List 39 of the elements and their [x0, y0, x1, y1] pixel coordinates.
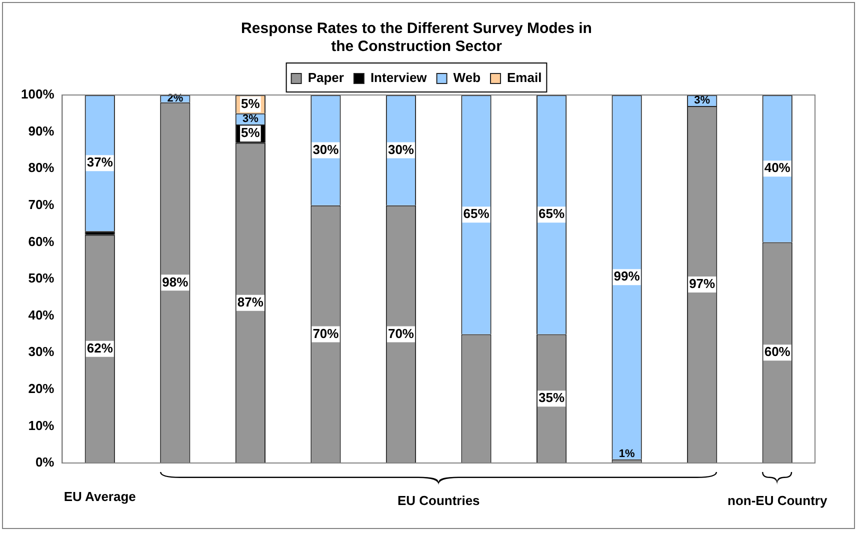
- data-label: 1%: [618, 448, 635, 460]
- text: non-EU Country: [728, 493, 828, 508]
- data-label: 60%: [764, 344, 791, 360]
- data-label: 70%: [388, 326, 414, 341]
- data-label: 65%: [538, 206, 565, 222]
- data-label: 35%: [538, 390, 565, 406]
- y-tick-label: 90%: [28, 123, 55, 138]
- data-label: 3%: [242, 112, 259, 125]
- legend-label: Web: [453, 70, 481, 86]
- y-tick-label: 40%: [28, 307, 55, 322]
- data-label: 5%: [241, 125, 260, 140]
- data-label: 62%: [86, 340, 114, 356]
- data-label: 98%: [162, 274, 189, 290]
- y-tick-label: 50%: [28, 270, 55, 286]
- data-label: 3%: [694, 94, 710, 107]
- y-tick-label: 60%: [28, 234, 55, 249]
- data-label: 87%: [237, 294, 264, 310]
- data-label: 37%: [86, 154, 114, 170]
- data-label: 30%: [388, 142, 414, 157]
- text: EU Countries: [397, 493, 480, 508]
- y-tick-label: 30%: [28, 344, 55, 360]
- data-label: 70%: [312, 326, 340, 341]
- y-tick-label: 10%: [28, 418, 55, 433]
- data-label: 5%: [241, 96, 260, 111]
- data-label: 99%: [614, 268, 640, 284]
- y-tick-label: 80%: [28, 160, 55, 176]
- y-tick-label: 70%: [28, 196, 55, 212]
- data-label: 65%: [463, 206, 490, 222]
- legend-label: Paper: [308, 70, 344, 86]
- chart-title: Response Rates to the Different Survey Modes in the Construction Sector: [241, 20, 592, 56]
- legend-label: Email: [507, 70, 542, 86]
- data-label: 40%: [764, 160, 791, 176]
- text: EU Average: [64, 489, 136, 504]
- data-label: 97%: [689, 276, 716, 292]
- y-tick-label: 20%: [28, 380, 55, 396]
- y-tick-label: 100%: [21, 86, 55, 102]
- legend-label: Interview: [370, 70, 428, 86]
- data-label: 30%: [312, 142, 340, 157]
- y-tick-label: 0%: [35, 454, 55, 470]
